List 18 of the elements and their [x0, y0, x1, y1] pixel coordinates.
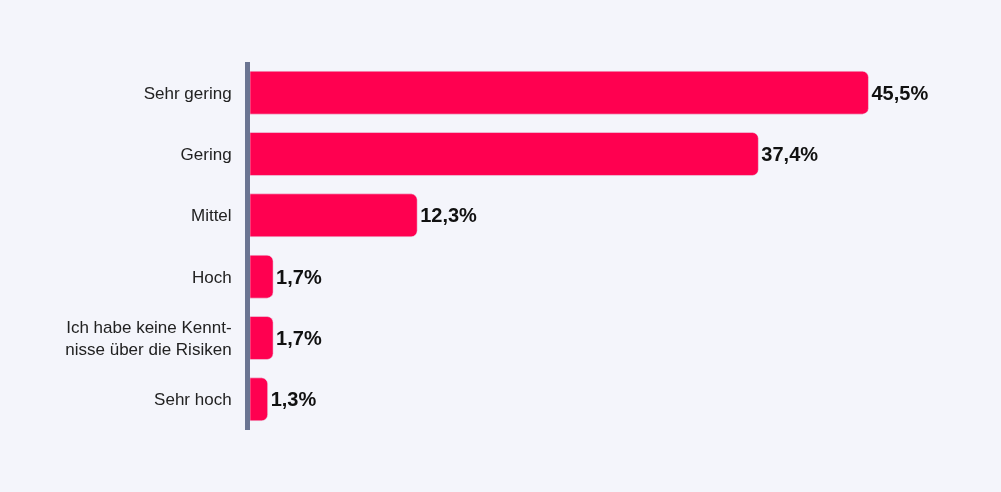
data-label: 37,4%	[761, 143, 819, 165]
y-tick-label: Mittel	[190, 206, 232, 226]
data-label: 1,3%	[270, 388, 317, 411]
data-label: 1,7%	[276, 265, 322, 288]
bar	[250, 377, 268, 422]
y-tick-label: Gering	[180, 144, 232, 164]
y-tick-label: Sehr gering	[143, 83, 232, 103]
data-label: 12,3%	[420, 204, 478, 227]
bar	[250, 132, 759, 176]
bar	[250, 193, 418, 238]
bar	[250, 70, 869, 115]
data-label: 45,5%	[871, 81, 929, 104]
data-label: 1,7%	[276, 327, 322, 349]
y-tick-label: Ich habe keine Kennt- nisse über die Risiken	[65, 317, 232, 359]
bar	[250, 254, 274, 299]
bar	[250, 316, 274, 360]
y-tick-label: Hoch	[191, 267, 232, 287]
y-tick-label: Sehr hoch	[154, 390, 232, 410]
